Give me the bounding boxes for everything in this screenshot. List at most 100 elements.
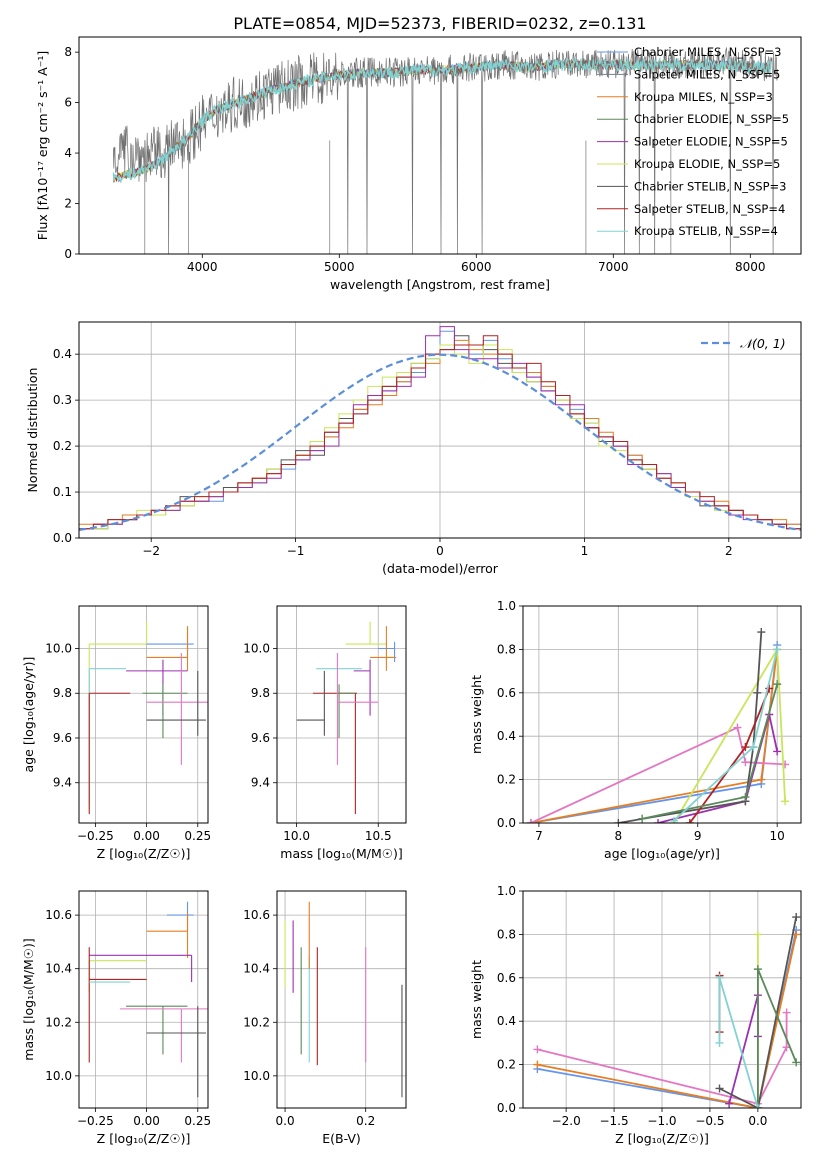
- x-tick-label: 1: [581, 544, 589, 558]
- y-tick-label: 0.8: [497, 927, 516, 941]
- x-tick-label: 0: [436, 544, 444, 558]
- y-tick-label: 0.1: [53, 485, 72, 499]
- x-tick-label: −1.0: [647, 1114, 676, 1128]
- y-tick-label: 0.0: [497, 1101, 516, 1115]
- axes-frame: [276, 890, 407, 1109]
- x-tick-label: 5000: [324, 260, 355, 274]
- y-axis-label: mass weight: [469, 960, 484, 1039]
- panel-spectrum: 4000 5000 6000 7000 8000 0 2 4 6 8 wavelength [Ang…: [35, 36, 802, 292]
- weight-line: [757, 968, 798, 1108]
- x-tick-label: −1: [287, 544, 305, 558]
- panel-mass-vs-EBV: 0.0 0.2 10.0 10.2 10.4 10.6 E(B-V): [243, 890, 407, 1146]
- weight-line: [530, 644, 779, 823]
- legend-entry: 𝒩(0, 1): [740, 336, 786, 351]
- y-tick-label: 0.4: [497, 1014, 516, 1028]
- figure-title: PLATE=0854, MJD=52373, FIBERID=0232, z=0…: [233, 14, 646, 33]
- figure-panels: 4000 5000 6000 7000 8000 0 2 4 6 8 wavelength [Ang…: [21, 36, 802, 1146]
- weight-marker: [792, 913, 801, 922]
- axes-frame: [522, 605, 802, 824]
- weight-marker: [749, 743, 758, 752]
- x-axis-label: E(B-V): [322, 1131, 361, 1146]
- y-tick-label: 9.4: [251, 776, 270, 790]
- weight-marker: [773, 680, 782, 689]
- x-tick-label: −2: [142, 544, 160, 558]
- x-tick-label: 10: [770, 829, 785, 843]
- y-tick-label: 0.0: [53, 531, 72, 545]
- x-tick-label: 9: [694, 829, 702, 843]
- plot-area: [79, 326, 801, 538]
- weight-marker: [753, 965, 762, 974]
- panel-mass-weight-vs-Z: −2.0 −1.5 −1.0 −0.5 0.0 0.0 0.2 0.4 0.6 0.8 1.0 Z […: [469, 884, 802, 1146]
- x-axis-label: Z [log₁₀(Z/Z☉)]: [615, 1131, 709, 1146]
- x-axis-label: mass [log₁₀(M/M☉)]: [280, 846, 402, 861]
- panel-mass-weight-vs-age: 7 8 9 10 0.0 0.2 0.4 0.6 0.8 1.0 age [log₁₀(age/yr…: [469, 599, 802, 861]
- x-tick-label: 0.0: [748, 1114, 767, 1128]
- weight-marker: [638, 814, 647, 823]
- y-tick-label: 10.6: [45, 908, 72, 922]
- y-tick-label: 2: [64, 197, 72, 211]
- y-tick-label: 0.0: [497, 816, 516, 830]
- weight-marker: [715, 973, 724, 982]
- x-axis-label: wavelength [Angstrom, rest frame]: [330, 277, 550, 292]
- x-tick-label: 0.00: [133, 1114, 160, 1128]
- weight-line: [718, 977, 759, 1108]
- y-tick-label: 0.2: [497, 1058, 516, 1072]
- y-tick-label: 0.6: [497, 971, 516, 985]
- y-tick-label: 6: [64, 96, 72, 110]
- plot-area: [284, 901, 403, 1098]
- y-tick-label: 0.4: [497, 729, 516, 743]
- x-tick-label: 7: [535, 829, 543, 843]
- weight-marker: [753, 1104, 762, 1108]
- x-tick-label: −0.25: [77, 1114, 114, 1128]
- x-tick-label: 10.5: [365, 829, 392, 843]
- y-axis-label: mass [log₁₀(M/M☉)]: [21, 938, 36, 1060]
- x-axis-label: age [log₁₀(age/yr)]: [604, 846, 720, 861]
- legend-entry: Salpeter STELIB, N_SSP=4: [634, 202, 785, 216]
- x-tick-label: 4000: [187, 260, 218, 274]
- x-tick-label: 2: [725, 544, 733, 558]
- y-axis-label: mass weight: [469, 675, 484, 754]
- y-tick-label: 0.4: [53, 347, 72, 361]
- x-tick-label: 8000: [735, 260, 766, 274]
- y-tick-label: 1.0: [497, 599, 516, 613]
- legend-entry: Salpeter ELODIE, N_SSP=5: [634, 135, 788, 149]
- weight-marker: [533, 1045, 542, 1054]
- weight-marker: [757, 775, 766, 784]
- y-tick-label: 1.0: [497, 884, 516, 898]
- weight-marker: [757, 628, 766, 637]
- y-tick-label: 0: [64, 247, 72, 261]
- panel-mass-vs-Z: −0.25 0.00 0.25 10.0 10.2 10.4 10.6 Z [log₁₀(Z/…: [21, 890, 211, 1146]
- panel-age-vs-Z: −0.25 0.00 0.25 9.4 9.6 9.8 10.0 Z [log₁₀(Z/Z☉)…: [21, 605, 211, 861]
- axes-frame: [78, 36, 802, 255]
- y-tick-label: 10.0: [45, 642, 72, 656]
- axes-frame: [276, 605, 407, 824]
- legend-entry: Chabrier ELODIE, N_SSP=5: [634, 112, 789, 126]
- y-tick-label: 10.2: [243, 1015, 270, 1029]
- x-tick-label: 0.25: [184, 1114, 211, 1128]
- y-tick-label: 0.8: [497, 642, 516, 656]
- plot-area: [112, 47, 778, 254]
- panel-residuals: −2 −1 0 1 2 0.0 0.1 0.2 0.3 0.4 (data-model)/error…: [25, 321, 802, 576]
- normal-curve: [79, 353, 801, 531]
- model-line-kroupa-stelib: [112, 56, 772, 183]
- weight-marker: [741, 743, 750, 752]
- weight-marker: [753, 688, 762, 697]
- y-axis-label: Flux [fλ10⁻¹⁷ erg cm⁻² s⁻¹ A⁻¹]: [35, 51, 50, 240]
- weight-marker: [715, 1084, 724, 1093]
- weight-marker: [741, 792, 750, 801]
- x-tick-label: 6000: [461, 260, 492, 274]
- plot-area: [526, 628, 790, 823]
- histogram-step: [79, 335, 801, 538]
- x-tick-label: 10.0: [283, 829, 310, 843]
- weight-marker: [753, 930, 762, 939]
- plot-area: [296, 621, 397, 815]
- weight-marker: [792, 1058, 801, 1067]
- legend-entry: Kroupa MILES, N_SSP=3: [634, 90, 773, 104]
- weight-marker: [741, 758, 750, 767]
- x-tick-label: 0.2: [356, 1114, 375, 1128]
- y-tick-label: 9.6: [53, 731, 72, 745]
- panel-age-vs-mass: 10.0 10.5 9.4 9.6 9.8 10.0 mass [log₁₀(M/M☉)]: [243, 605, 407, 861]
- plot-area: [88, 621, 208, 815]
- plot-area: [88, 901, 208, 1098]
